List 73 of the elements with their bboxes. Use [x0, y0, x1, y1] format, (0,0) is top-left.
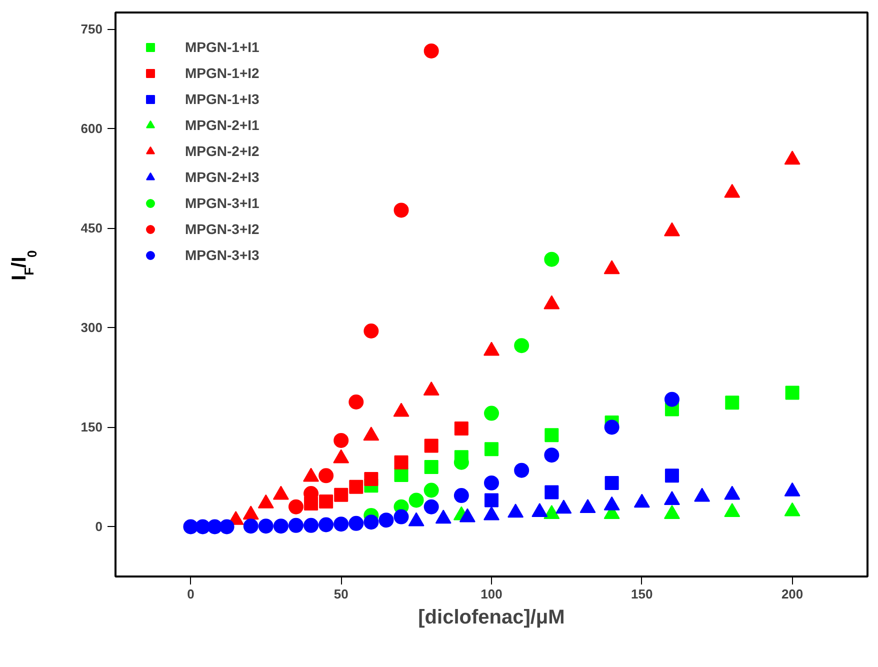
point	[544, 428, 559, 442]
y-tick-label: 300	[80, 320, 103, 336]
point	[348, 394, 364, 410]
point	[664, 468, 679, 483]
legend-label: MPGN-2+I1	[185, 117, 260, 133]
point	[604, 420, 620, 435]
y-tick-label: 600	[80, 121, 103, 136]
legend-label: MPGN-1+I1	[185, 39, 260, 55]
point	[394, 468, 408, 482]
point	[243, 518, 258, 534]
point	[544, 448, 560, 463]
legend-label: MPGN-3+I3	[185, 247, 260, 263]
x-tick-label: 50	[334, 586, 348, 602]
point	[288, 499, 304, 514]
point	[273, 518, 288, 534]
point	[424, 460, 438, 474]
legend-label: MPGN-1+I2	[185, 65, 260, 81]
point	[318, 468, 334, 484]
point	[408, 492, 424, 508]
y-tick-label: 0	[95, 519, 103, 534]
point	[258, 518, 274, 534]
point	[364, 324, 379, 338]
point	[785, 386, 800, 400]
x-tick-label: 150	[631, 586, 653, 602]
point	[544, 252, 560, 267]
point	[288, 518, 304, 533]
point	[514, 462, 530, 478]
point	[378, 512, 394, 528]
point	[183, 519, 198, 534]
point	[544, 485, 559, 500]
point	[454, 488, 469, 504]
legend-label: MPGN-3+I1	[185, 195, 260, 211]
point	[484, 493, 498, 508]
x-tick-label: 0	[187, 586, 194, 602]
legend-label: MPGN-2+I3	[185, 169, 260, 185]
point	[364, 472, 378, 486]
y-tick-label: 450	[80, 220, 103, 236]
point	[484, 475, 499, 490]
point	[394, 202, 409, 218]
legend-label: MPGN-2+I2	[185, 143, 260, 159]
point	[424, 499, 439, 514]
point	[207, 519, 222, 534]
point	[725, 396, 740, 410]
x-tick-label: 200	[781, 586, 804, 602]
point	[348, 516, 364, 531]
point	[195, 519, 210, 534]
point	[334, 432, 349, 448]
point	[334, 488, 348, 502]
x-tick-label: 100	[480, 586, 502, 602]
y-axis-title: IF/I0	[8, 250, 40, 280]
point	[484, 406, 499, 421]
point	[454, 422, 468, 436]
point	[604, 476, 619, 490]
point	[304, 518, 319, 533]
point	[349, 480, 364, 494]
point	[424, 44, 439, 58]
y-tick-label: 150	[80, 420, 103, 435]
point	[664, 392, 680, 407]
x-axis-title: [diclofenac]/μM	[418, 606, 565, 628]
point	[319, 494, 334, 509]
point	[424, 482, 439, 498]
point	[364, 514, 379, 530]
point	[394, 509, 409, 524]
y-tick-label: 750	[80, 22, 103, 37]
point	[514, 338, 530, 354]
legend-label: MPGN-1+I3	[185, 91, 260, 107]
point	[424, 438, 438, 453]
point	[318, 517, 334, 532]
point	[334, 516, 349, 532]
point	[219, 519, 234, 534]
point	[394, 455, 408, 470]
point	[484, 442, 498, 456]
legend-label: MPGN-3+I2	[185, 221, 260, 237]
